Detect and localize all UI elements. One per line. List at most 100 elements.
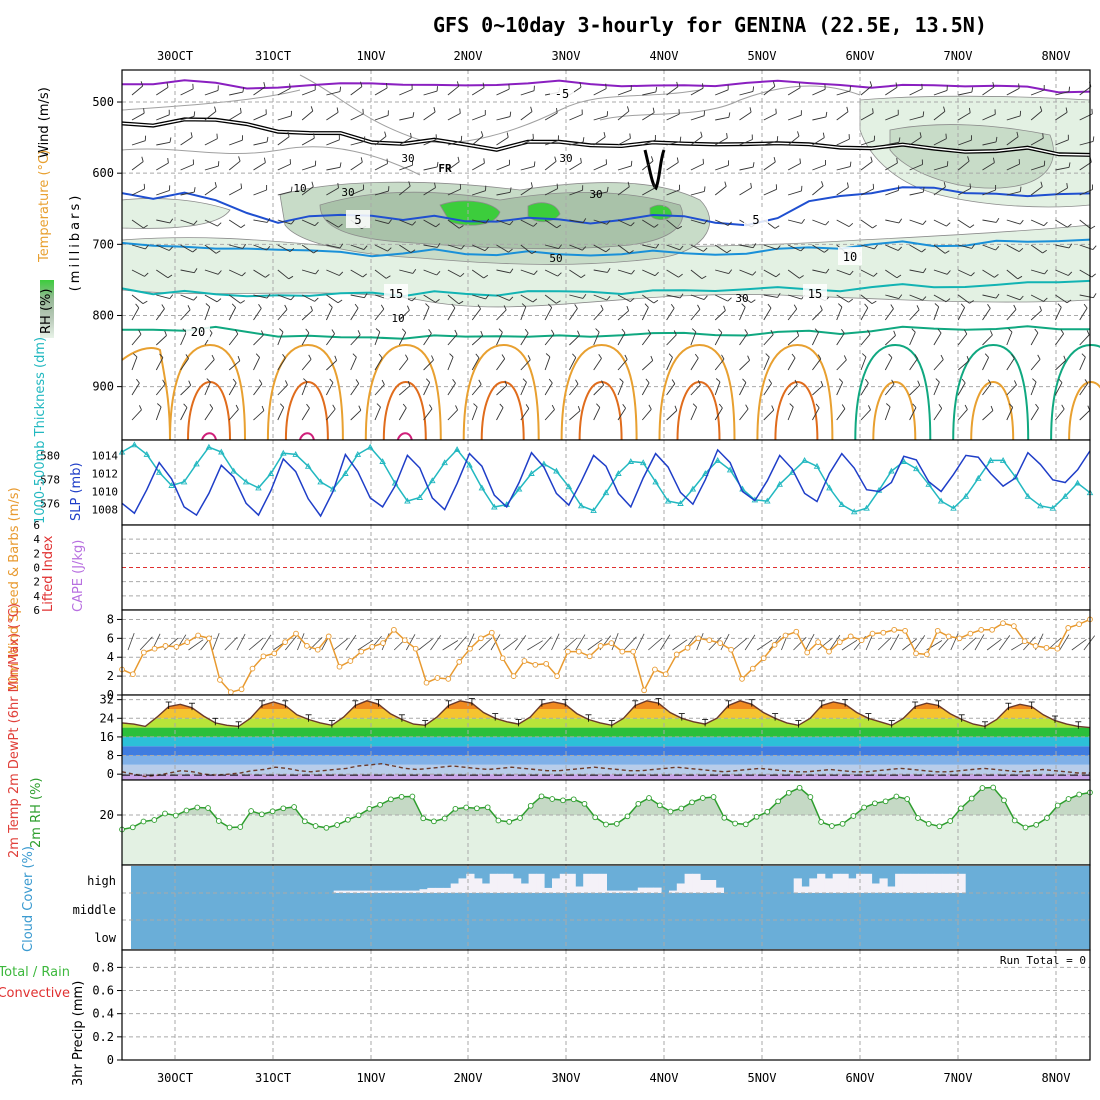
- wind-barb: [787, 335, 799, 346]
- wind-barb: [666, 294, 681, 299]
- wind-barb-flag: [644, 303, 649, 308]
- wind-barb-flag: [914, 354, 918, 359]
- diurnal-isotherm-outer: [658, 343, 736, 441]
- wind-barb-flag: [673, 330, 677, 336]
- rh-label: 10: [391, 312, 404, 325]
- wind-barb-flag: [846, 106, 849, 112]
- wind10m-barb: [732, 638, 748, 651]
- wind-barb-flag: [943, 181, 946, 188]
- wind-barb-flag: [676, 157, 679, 163]
- isotherm-label: -5: [555, 87, 569, 101]
- temp-band: [122, 774, 1090, 780]
- wind-barb: [690, 163, 704, 171]
- wind-barb-flag: [168, 246, 174, 251]
- wind-barb: [787, 135, 800, 146]
- wind-barb: [374, 269, 387, 279]
- wind-barb: [398, 407, 407, 421]
- series-point: [999, 456, 1007, 463]
- wind-barb-flag: [266, 217, 271, 223]
- wind-barb: [326, 244, 341, 249]
- wind-barb: [739, 187, 752, 196]
- wind-barb: [277, 88, 291, 96]
- wind-barb-flag: [358, 405, 362, 411]
- series-point: [836, 639, 843, 645]
- cloud-clear-bar: [902, 873, 912, 893]
- wind-barb-flag: [337, 299, 343, 304]
- wind-barb-flag: [938, 404, 943, 409]
- wind-barb: [812, 358, 822, 371]
- wind-barb: [423, 90, 438, 96]
- li-tick-label: 0: [33, 562, 40, 575]
- wind-barb-flag: [209, 404, 214, 409]
- series-point: [1054, 645, 1061, 652]
- series-point: [478, 484, 486, 491]
- wind-barb-flag: [234, 329, 239, 335]
- wind-barb-flag: [458, 300, 464, 305]
- series-point: [760, 655, 767, 662]
- wind10m-barb: [841, 639, 858, 651]
- wind-barb-flag: [577, 405, 581, 411]
- freezing-dip: [643, 149, 666, 191]
- wind-barb-flag: [1086, 330, 1090, 335]
- wind-barb-flag: [531, 250, 537, 254]
- wind-barb-flag: [412, 112, 415, 118]
- wind-barb: [666, 383, 676, 396]
- wind-barb: [1055, 166, 1070, 171]
- wind-barb-flag: [387, 247, 392, 252]
- wind-barb-flag: [1092, 136, 1095, 142]
- wind-barb-flag: [232, 378, 237, 384]
- series-point: [726, 466, 734, 473]
- series-point: [282, 639, 288, 645]
- wind-barb: [1055, 112, 1068, 121]
- wind-barb: [593, 115, 608, 121]
- series-point: [398, 793, 405, 800]
- wind-barb: [544, 244, 559, 250]
- wind-barb: [617, 332, 626, 346]
- wind-barb: [131, 382, 140, 396]
- wind-barb-flag: [825, 268, 830, 274]
- diurnal-isotherm-outer: [756, 343, 834, 441]
- wind-barb-flag: [824, 249, 829, 253]
- wind-barb-flag: [622, 403, 626, 409]
- cloud-clear-bar: [700, 880, 709, 893]
- wind-barb: [472, 190, 486, 196]
- wind-barb: [885, 141, 900, 146]
- cloud-clear-bar: [427, 887, 436, 893]
- wind-barb-flag: [456, 81, 460, 87]
- wind-barb: [423, 382, 431, 396]
- wind-barb-flag: [140, 81, 144, 87]
- wind-barb-flag: [777, 292, 781, 298]
- series-point: [902, 627, 908, 634]
- wind-barb-flag: [631, 269, 635, 275]
- wind-barb: [156, 114, 170, 121]
- wind-barb: [544, 409, 555, 421]
- wind-barb: [326, 166, 341, 171]
- wind-barb: [763, 383, 772, 396]
- wind-barb: [520, 408, 530, 421]
- series-point: [950, 504, 957, 511]
- wind-barb: [885, 219, 900, 224]
- series-point: [847, 633, 854, 640]
- slp-tick-label: 1008: [92, 504, 119, 517]
- wind-barb: [957, 219, 971, 228]
- wind-barb: [763, 113, 777, 121]
- cloud-clear-bar: [442, 887, 452, 893]
- wind-barb: [253, 141, 268, 146]
- wind-barb-flag: [898, 294, 903, 299]
- wind-barb-flag: [1068, 162, 1071, 168]
- wind-barb-flag: [871, 300, 877, 304]
- wind-barb: [277, 269, 289, 280]
- wind-barb-flag: [306, 403, 310, 409]
- wind-barb: [1006, 88, 1020, 96]
- wind-barb: [156, 87, 169, 96]
- wind-barb: [958, 244, 972, 249]
- wind-barb: [1030, 219, 1045, 227]
- wind-barb-flag: [1017, 275, 1023, 280]
- wind-barb: [228, 219, 242, 228]
- cloud-clear-bar: [567, 873, 576, 893]
- wind-barb-flag: [475, 353, 480, 359]
- wind-barb: [933, 306, 940, 321]
- wind-barb-flag: [627, 181, 630, 187]
- wind-barb-flag: [817, 354, 822, 360]
